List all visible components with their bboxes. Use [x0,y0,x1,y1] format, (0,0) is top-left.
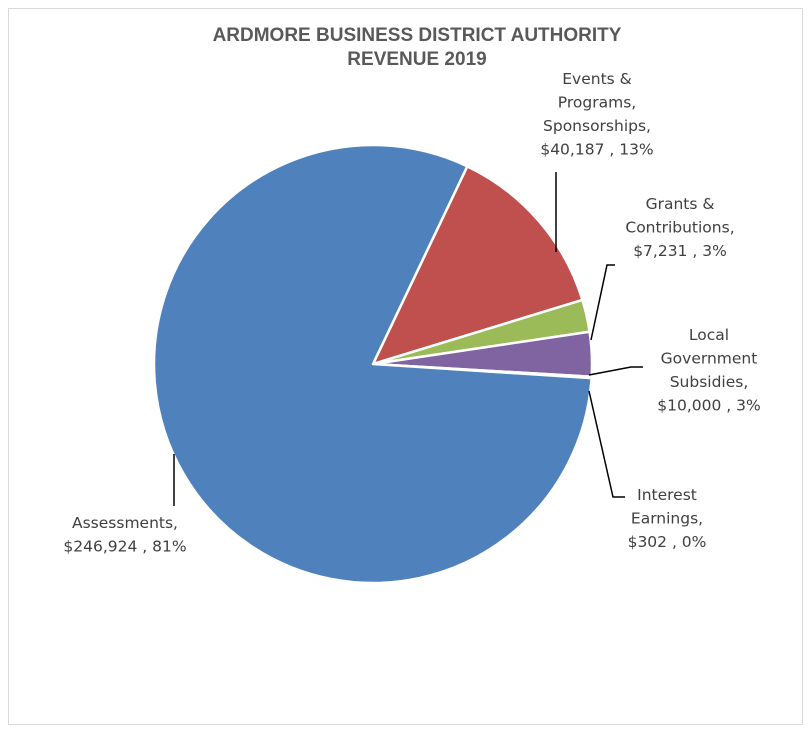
data-label-interest-earnings: Interest Earnings, $302 , 0% [628,486,707,551]
data-labels: Events & Programs, Sponsorships, $40,187 , … [63,70,760,556]
pie-slices [152,143,594,585]
chart-frame: ARDMORE BUSINESS DISTRICT AUTHORITY REVEN… [8,8,803,725]
leader-lines [173,172,643,506]
chart-title-line-1: ARDMORE BUSINESS DISTRICT AUTHORITY [213,25,622,46]
pie-chart: ARDMORE BUSINESS DISTRICT AUTHORITY REVEN… [63,25,761,585]
chart-title-line-2: REVENUE 2019 [347,49,486,70]
slice-assessments [152,143,593,585]
data-label-events-programs-sponsorships: Events & Programs, Sponsorships, $40,187 , … [540,70,653,159]
leader-line-grants-contributions [590,264,615,341]
data-label-grants-contributions: Grants & Contributions, $7,231 , 3% [625,195,734,260]
data-label-assessments: Assessments, $246,924 , 81% [63,514,186,556]
leader-line-interest-earnings [588,390,625,498]
slice-events-programs-sponsorships [371,165,584,366]
leader-line-local-government-subsidies [588,366,643,376]
data-label-local-government-subsidies: Local Government Subsidies, $10,000 , 3% [657,326,760,415]
chart-title: ARDMORE BUSINESS DISTRICT AUTHORITY REVEN… [213,25,622,70]
